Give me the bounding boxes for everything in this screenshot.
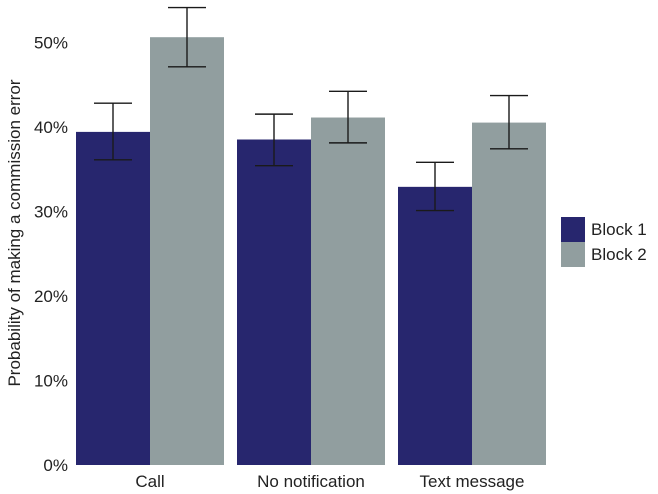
bar-no-notification-block-2 [311,117,385,465]
y-tick-label: 50% [34,33,68,52]
bar-call-block-2 [150,37,224,465]
error-bar [94,102,132,161]
y-axis-title: Probability of making a commission error [5,79,24,386]
y-tick-label: 10% [34,371,68,390]
x-axis: Call No notification Text message [135,472,524,491]
y-tick-label: 0% [43,456,68,475]
bars [76,37,546,465]
y-tick-label: 40% [34,118,68,137]
x-tick-label: Call [135,472,164,491]
bar-text-message-block-2 [472,122,546,465]
error-bar [329,90,367,144]
error-bar [168,6,206,68]
y-tick-label: 30% [34,202,68,221]
error-bar [255,113,293,167]
legend-swatch-block-2 [561,242,585,267]
error-bars [94,6,528,212]
legend: Block 1 Block 2 [561,217,647,267]
bar-text-message-block-1 [398,186,472,465]
legend-label: Block 2 [591,245,647,264]
y-axis: 0% 10% 20% 30% 40% 50% [34,33,68,475]
error-bar [490,94,528,150]
y-tick-label: 20% [34,287,68,306]
legend-label: Block 1 [591,220,647,239]
x-tick-label: No notification [257,472,365,491]
bar-no-notification-block-1 [237,139,311,465]
legend-swatch-block-1 [561,217,585,242]
bar-call-block-1 [76,131,150,465]
error-bar [416,161,454,212]
x-tick-label: Text message [420,472,525,491]
